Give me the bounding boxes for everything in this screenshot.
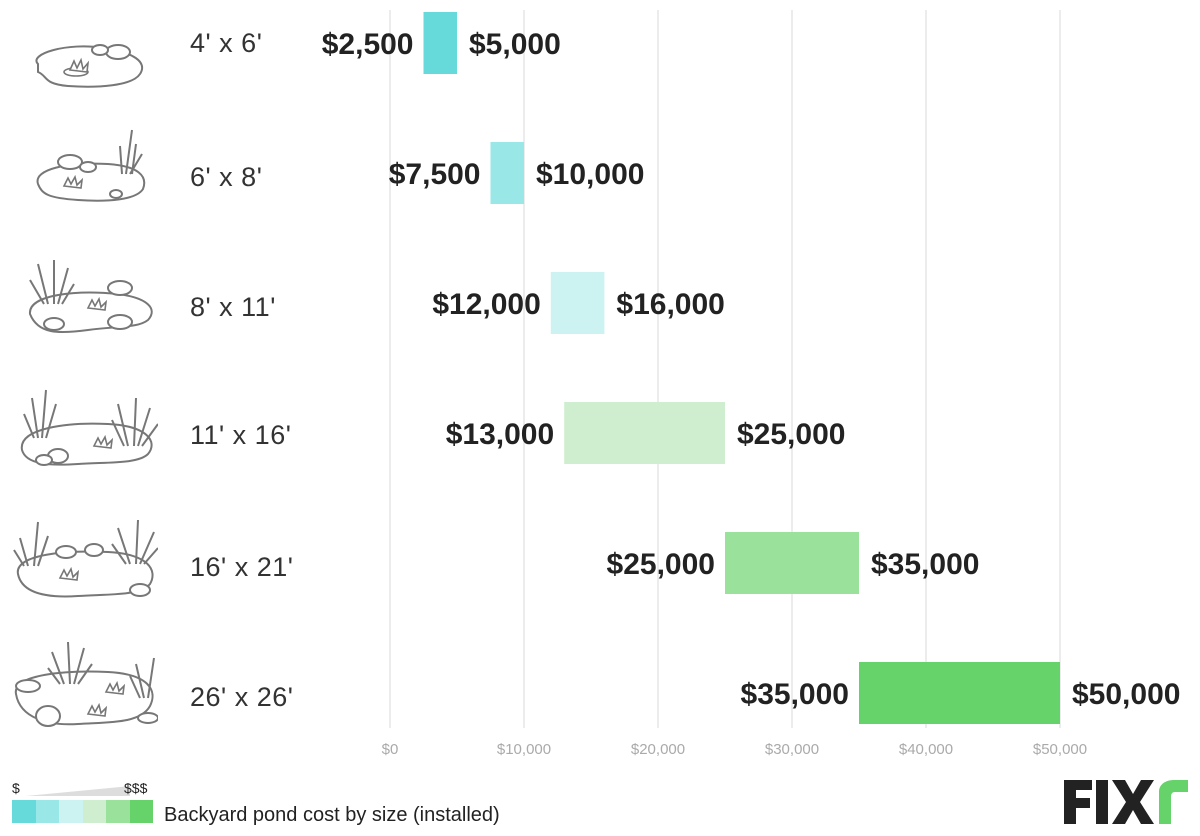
high-value-label: $5,000: [469, 28, 561, 61]
high-value-label: $35,000: [871, 548, 979, 581]
low-value-label: $13,000: [446, 418, 554, 451]
x-tick-label: $10,000: [497, 741, 551, 758]
low-value-label: $25,000: [607, 548, 715, 581]
x-tick-label: $0: [382, 741, 399, 758]
value-labels: $2,500 $5,000 $7,500 $10,000 $12,000 $16,000 $…: [322, 28, 1181, 711]
range-bar: [490, 142, 524, 204]
legend-swatch: [35, 800, 59, 823]
pond-reeds-icon: [36, 129, 146, 202]
range-bars: [423, 12, 1060, 724]
low-value-label: $35,000: [741, 678, 849, 711]
chart-caption: Backyard pond cost by size (installed): [164, 804, 500, 826]
legend-swatch: [12, 800, 36, 823]
pond-large-icon: [20, 389, 158, 466]
range-bar: [725, 532, 859, 594]
legend-swatch: [129, 800, 153, 823]
range-bar: [423, 12, 457, 74]
x-tick-label: $30,000: [765, 741, 819, 758]
category-label: 16' x 21': [190, 552, 294, 582]
range-bar-chart: $0 $10,000 $20,000 $30,000 $40,000 $50,000 $2…: [322, 10, 1181, 758]
gridlines: [389, 10, 1061, 728]
low-value-label: $2,500: [322, 28, 414, 61]
category-label: 6' x 8': [190, 162, 263, 192]
high-value-label: $25,000: [737, 418, 845, 451]
high-value-label: $10,000: [536, 158, 644, 191]
range-bar: [550, 272, 605, 334]
legend-high-label: $$$: [124, 780, 148, 796]
x-tick-label: $50,000: [1033, 741, 1087, 758]
legend: $ $$$: [12, 778, 162, 828]
pond-xxlarge-icon: [14, 641, 158, 727]
legend-swatches: [12, 800, 153, 823]
category-label: 11' x 16': [190, 420, 292, 450]
x-tick-label: $20,000: [631, 741, 685, 758]
low-value-label: $12,000: [432, 288, 540, 321]
legend-wedge-icon: [26, 786, 130, 796]
fixr-logo: [1064, 780, 1188, 824]
legend-low-label: $: [12, 780, 20, 796]
category-label: 4' x 6': [190, 28, 263, 58]
pond-medium-icon: [28, 260, 153, 334]
legend-swatch: [59, 800, 83, 823]
pond-small-icon: [35, 44, 143, 88]
x-tick-label: $40,000: [899, 741, 953, 758]
x-axis-ticks: $0 $10,000 $20,000 $30,000 $40,000 $50,000: [382, 741, 1087, 758]
high-value-label: $50,000: [1072, 678, 1180, 711]
high-value-label: $16,000: [616, 288, 724, 321]
range-bar: [564, 402, 725, 464]
pond-xlarge-icon: [13, 519, 158, 598]
legend-swatch: [82, 800, 106, 823]
legend-swatch: [106, 800, 130, 823]
range-bar: [859, 662, 1060, 724]
category-label: 26' x 26': [190, 682, 294, 712]
low-value-label: $7,500: [389, 158, 481, 191]
category-label: 8' x 11': [190, 292, 276, 322]
